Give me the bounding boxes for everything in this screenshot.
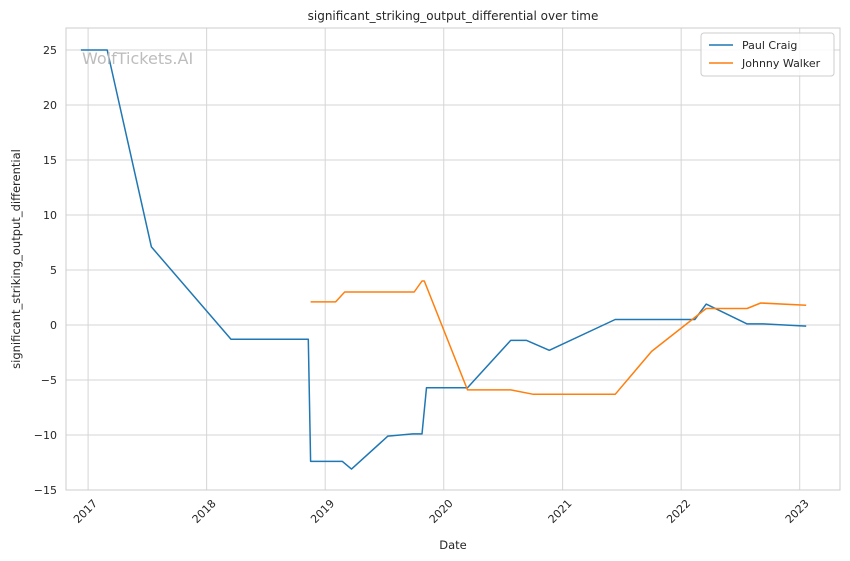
y-tick-label: 10 [43, 209, 57, 222]
watermark: WolfTickets.AI [82, 49, 193, 68]
y-tick-label: 5 [50, 264, 57, 277]
x-axis-label: Date [439, 538, 467, 552]
y-tick-label: 0 [50, 319, 57, 332]
y-axis-ticks: −15 −10 −5 0 5 10 15 20 25 [34, 44, 57, 497]
y-axis-label: significant_striking_output_differential [9, 149, 23, 369]
grid-lines [66, 28, 840, 491]
y-tick-label: −5 [41, 374, 57, 387]
legend-label-johnny-walker: Johnny Walker [741, 57, 821, 70]
y-tick-label: −15 [34, 484, 57, 497]
plot-frame [65, 27, 841, 491]
y-tick-label: 20 [43, 99, 57, 112]
series-line-johnny-walker [310, 280, 807, 396]
series-line-paul-craig [80, 49, 807, 470]
legend: Paul Craig Johnny Walker [700, 32, 835, 77]
chart-title: significant_striking_output_differential… [308, 9, 599, 23]
series-layer [80, 49, 807, 470]
legend-box [700, 32, 835, 77]
y-tick-label: 25 [43, 44, 57, 57]
legend-label-paul-craig: Paul Craig [742, 39, 797, 52]
y-tick-label: −10 [34, 429, 57, 442]
y-tick-label: 15 [43, 154, 57, 167]
